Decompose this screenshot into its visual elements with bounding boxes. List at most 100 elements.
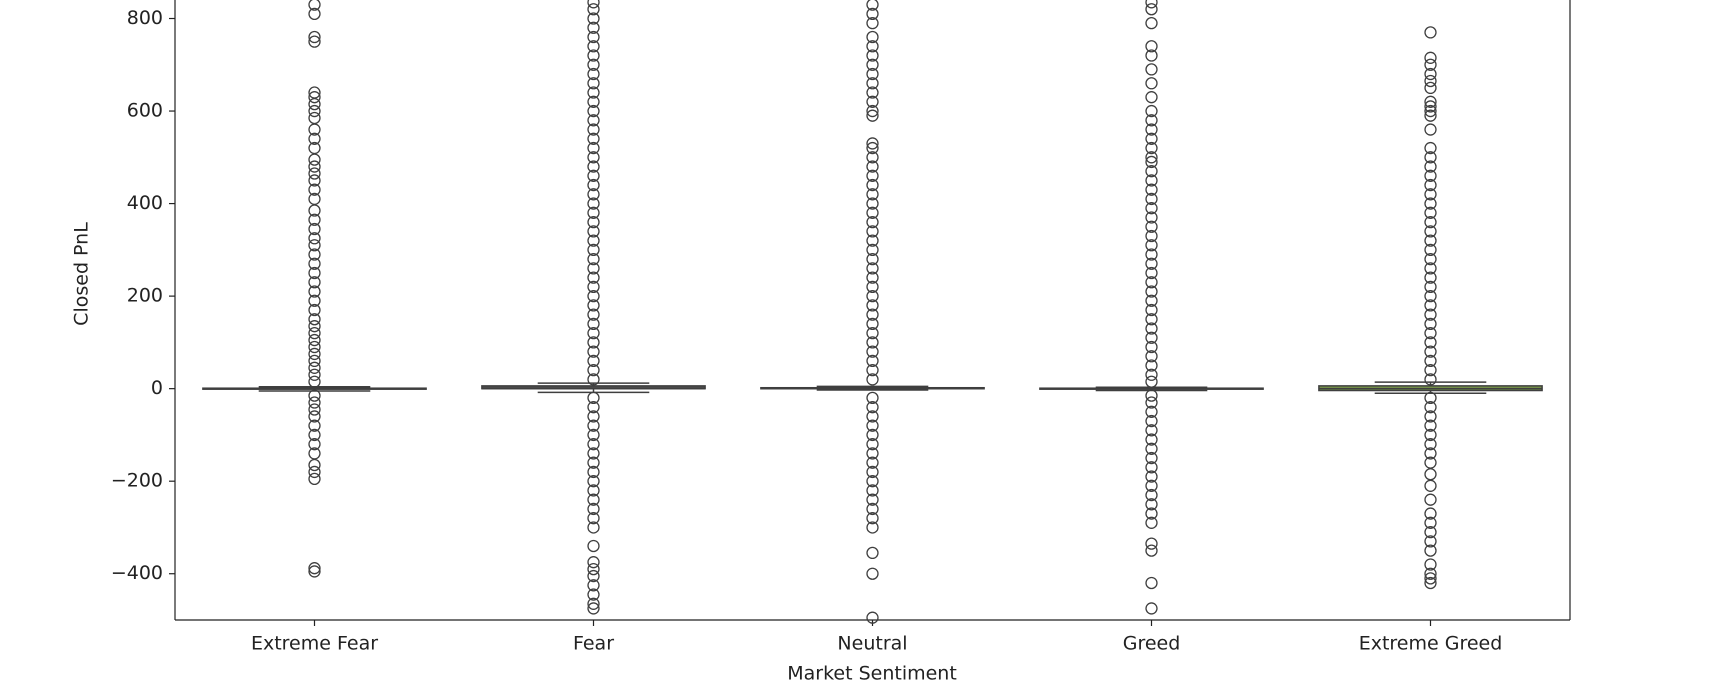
outlier: [587, 12, 600, 25]
outlier: [308, 347, 321, 361]
outlier: [1424, 410, 1437, 423]
outlier: [866, 7, 879, 21]
x-tick-label: Neutral: [837, 633, 907, 655]
outlier: [1145, 507, 1158, 520]
outlier: [308, 326, 321, 340]
outlier: [308, 562, 321, 575]
outlier: [587, 188, 600, 201]
outlier: [866, 391, 879, 405]
outlier: [1424, 567, 1437, 580]
outlier: [1145, 470, 1158, 483]
outlier: [1424, 197, 1437, 210]
outlier: [308, 141, 321, 155]
outlier: [1424, 141, 1437, 155]
outlier: [866, 456, 879, 469]
outlier: [866, 567, 879, 580]
outlier: [1145, 220, 1158, 233]
outlier: [308, 30, 321, 44]
outlier: [866, 137, 879, 150]
outlier: [1145, 49, 1158, 62]
outlier: [1424, 225, 1437, 238]
outlier: [587, 579, 600, 592]
outlier: [1145, 576, 1158, 590]
outlier: [1424, 345, 1437, 358]
outlier: [587, 234, 600, 247]
outlier: [308, 294, 321, 307]
outlier: [1145, 313, 1158, 326]
outlier: [1145, 155, 1158, 169]
outlier: [866, 206, 879, 219]
outlier: [1424, 516, 1437, 529]
outlier: [1424, 51, 1437, 64]
outlier: [1145, 303, 1158, 317]
outlier: [587, 169, 600, 182]
outlier: [1145, 433, 1158, 446]
outlier: [1145, 266, 1158, 280]
y-tick-label: 400: [127, 192, 163, 214]
outlier: [587, 401, 600, 414]
outlier: [866, 308, 879, 321]
outlier: [587, 21, 600, 34]
outlier: [1145, 340, 1158, 354]
outlier: [1424, 493, 1437, 506]
outlier: [1145, 414, 1158, 428]
outlier: [587, 40, 600, 53]
outlier: [866, 280, 879, 294]
outlier: [587, 308, 600, 321]
outlier: [1145, 461, 1158, 474]
outlier: [1145, 192, 1158, 206]
outlier: [1424, 326, 1437, 340]
outlier: [308, 410, 321, 423]
outlier: [587, 373, 600, 386]
outlier: [866, 67, 879, 81]
outlier: [1424, 262, 1437, 275]
outlier: [308, 389, 321, 402]
outlier: [308, 368, 321, 381]
outlier: [1145, 239, 1158, 252]
outlier: [587, 562, 600, 576]
outlier: [587, 262, 600, 275]
outlier: [866, 215, 879, 229]
outlier: [587, 289, 600, 303]
outlier: [587, 539, 600, 553]
outlier: [587, 114, 600, 127]
outlier: [1424, 317, 1437, 331]
outlier: [1145, 40, 1158, 53]
outlier: [1424, 373, 1437, 386]
outlier: [587, 502, 600, 516]
x-tick-label: Extreme Fear: [251, 633, 378, 655]
outlier: [1145, 91, 1158, 104]
outlier: [1424, 308, 1437, 321]
outlier: [866, 373, 879, 386]
outlier: [866, 410, 879, 423]
outlier: [308, 565, 321, 578]
outlier: [587, 49, 600, 62]
outlier: [1424, 525, 1437, 539]
outlier: [1424, 468, 1437, 481]
outlier: [866, 40, 879, 53]
outlier: [1424, 507, 1437, 520]
outlier: [866, 502, 879, 516]
outlier: [587, 588, 600, 601]
outlier: [1145, 276, 1158, 289]
y-tick-label: −200: [111, 470, 163, 492]
outlier: [308, 438, 321, 451]
outlier: [308, 222, 321, 236]
outlier: [587, 556, 600, 569]
outlier: [587, 151, 600, 164]
outlier: [1424, 188, 1437, 201]
outlier: [1424, 419, 1437, 432]
outlier: [866, 299, 879, 312]
outlier: [587, 104, 600, 118]
outlier: [1145, 544, 1158, 557]
outlier: [1424, 160, 1437, 173]
x-tick-label: Fear: [573, 633, 614, 655]
outlier: [1424, 336, 1437, 349]
outlier: [587, 317, 600, 331]
outlier: [1424, 271, 1437, 284]
outlier: [308, 35, 321, 48]
outlier: [308, 86, 321, 99]
outlier: [587, 602, 600, 615]
outlier: [587, 299, 600, 312]
outlier: [308, 7, 321, 21]
